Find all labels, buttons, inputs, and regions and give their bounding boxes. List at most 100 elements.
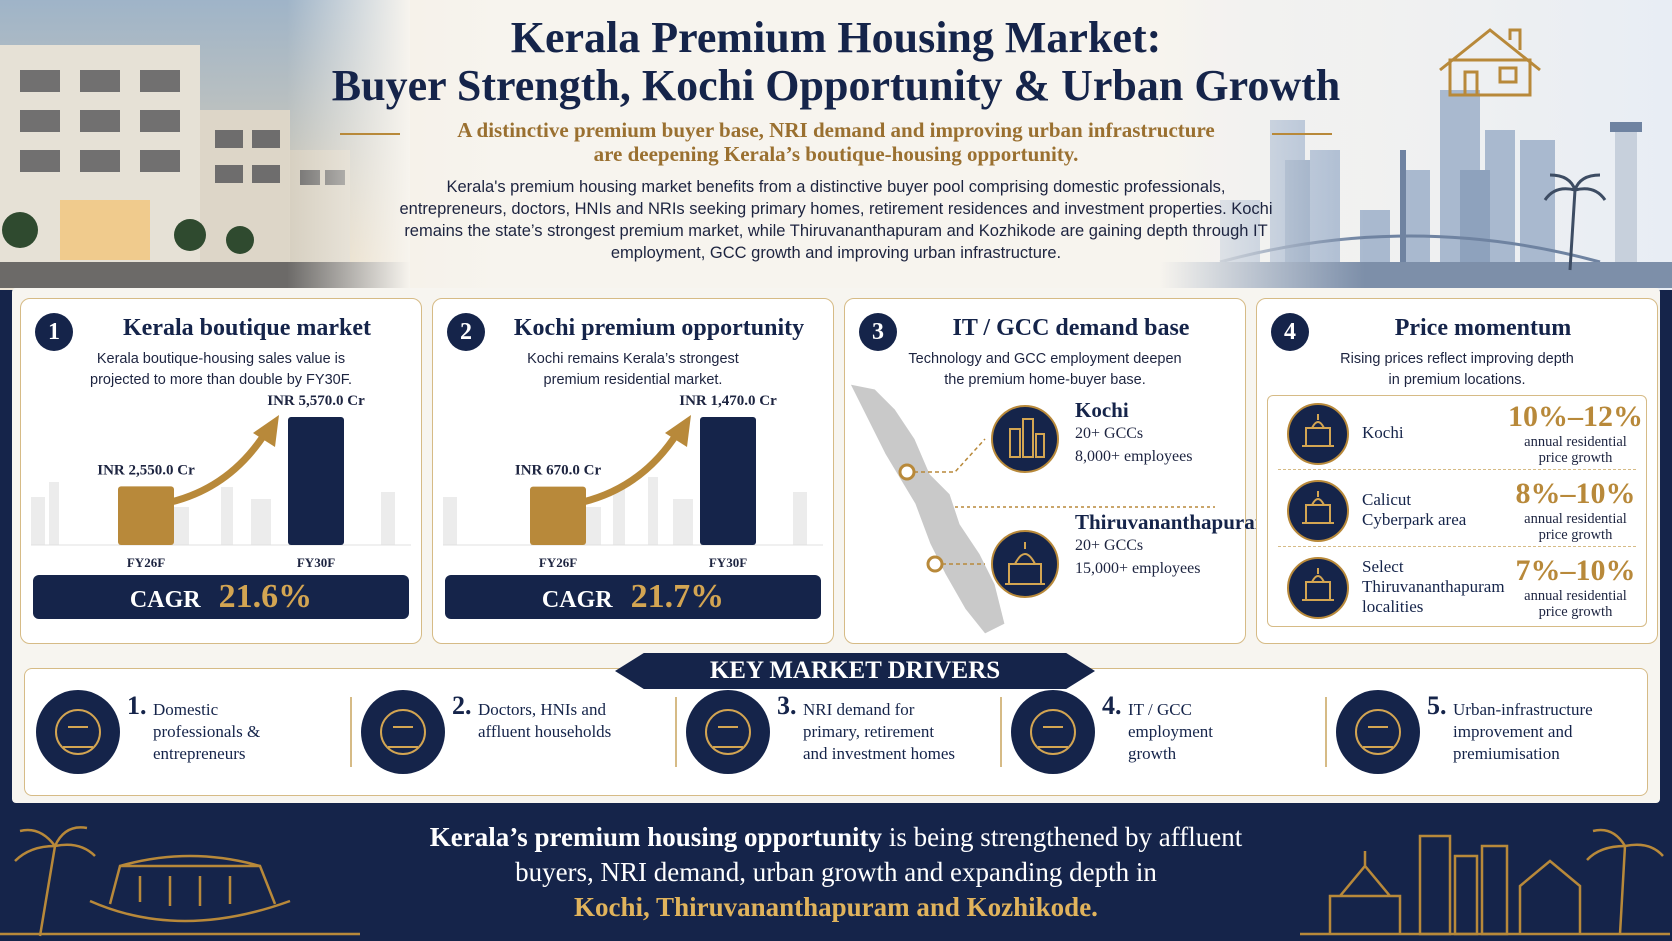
icon-circle — [1287, 480, 1349, 542]
drivers-title: KEY MARKET DRIVERS — [615, 653, 1095, 689]
location-name: Calicut Cyberpark area — [1362, 490, 1492, 530]
growth-arrow — [170, 430, 269, 506]
growth-range: 7%–10% — [1515, 554, 1636, 587]
icon-circle — [1287, 403, 1349, 465]
text-line: are deepening Kerala’s boutique-housing … — [593, 142, 1079, 166]
metric-label: CAGR — [541, 587, 613, 613]
value-label: INR 2,550.0 Cr — [97, 462, 195, 478]
category-label: FY26F — [127, 555, 165, 570]
panel-title: Price momentum — [1394, 315, 1572, 341]
driver-text: Urban-infrastructure improvement and premi… — [1453, 699, 1643, 765]
arrow-head — [253, 415, 279, 447]
footer-body: is being strengthened by affluent buyers… — [515, 822, 1243, 887]
driver-icon — [361, 690, 445, 774]
panel: 4 Price momentum Rising prices reflect i… — [1256, 298, 1658, 644]
icon-glyph — [1302, 491, 1334, 524]
panel-number: 3 — [859, 313, 897, 351]
icon-glyph — [1363, 726, 1393, 748]
price-row: Kochi 10%–12% annual residential price grow… — [1278, 396, 1643, 470]
building-illustration — [0, 0, 410, 288]
driver-divider — [675, 697, 677, 767]
text-line: primary, retirement — [803, 722, 935, 741]
panel-text: Technology and GCC employment deepen the … — [855, 349, 1235, 391]
metric-box: CAGR 21.6% — [33, 575, 409, 619]
panel-number: 4 — [1271, 313, 1309, 351]
price-row: Calicut Cyberpark area 8%–10% annual reside… — [1278, 473, 1636, 547]
header: Kerala Premium Housing Market: Buyer Stre… — [0, 0, 1672, 290]
driver-divider — [1325, 697, 1327, 767]
icon-glyph — [1302, 414, 1334, 447]
city: Kochi 20+ GCCs 8,000+ employees — [1075, 399, 1250, 468]
kerala-map — [849, 384, 1215, 635]
text-line: price growth — [1538, 450, 1613, 466]
icon-circle — [1011, 690, 1095, 774]
driver-text: IT / GCC employment growth — [1128, 699, 1318, 765]
panel: 2 Kochi premium opportunity Kochi remain… — [432, 298, 834, 644]
text-line: the premium home-buyer base. — [944, 372, 1146, 388]
driver-divider — [1000, 697, 1002, 767]
text-line: Technology and GCC employment deepen — [908, 351, 1182, 367]
text-line: NRI demand for — [803, 700, 915, 719]
text-line: improvement and — [1453, 722, 1573, 741]
metric-label: CAGR — [129, 587, 201, 613]
location-name: Kochi — [1362, 423, 1492, 443]
text-line: Kerala boutique-housing sales value is — [96, 351, 346, 367]
icon-glyph — [1302, 568, 1334, 601]
growth-range: 8%–10% — [1515, 477, 1636, 510]
intro-text: Kerala's premium housing market benefits… — [399, 178, 1273, 262]
title: Kerala Premium Housing Market: Buyer Stre… — [0, 14, 1672, 110]
text-line: premium residential market. — [543, 372, 723, 388]
city-stats: 20+ GCCs 15,000+ employees — [1075, 534, 1250, 580]
skyline-decoration — [443, 477, 807, 545]
arrow-head — [665, 415, 691, 447]
text-line: annual residential — [1524, 588, 1627, 604]
text-line: growth — [1128, 744, 1177, 763]
bar — [288, 417, 344, 545]
text-line: Rising prices reflect improving depth — [1340, 351, 1574, 367]
skyline-decoration — [31, 482, 395, 545]
panel: 3 IT / GCC demand base Technology and GC… — [844, 298, 1272, 644]
icon-glyph — [63, 726, 93, 748]
panel-text: Rising prices reflect improving depth in … — [1267, 349, 1647, 391]
price-row: Select Thiruvananthapuram localities 7%–10%… — [1278, 550, 1636, 624]
icon-ring — [55, 709, 101, 755]
text-line: Select — [1362, 557, 1404, 576]
text-line: Cyberpark area — [1362, 510, 1467, 529]
icon-ring — [1355, 709, 1401, 755]
icon-circle — [1287, 557, 1349, 619]
subtitle-rule — [340, 133, 1332, 135]
location-icon — [1287, 403, 1349, 465]
drivers: KEY MARKET DRIVERS 1. Domestic professiona… — [24, 653, 1648, 796]
icon-glyph — [1038, 726, 1068, 748]
driver: 1. Domestic professionals & entrepreneurs — [25, 687, 350, 787]
panel-text: Kerala boutique-housing sales value is pr… — [31, 349, 411, 391]
footer-bold: Kerala’s premium housing opportunity — [429, 822, 883, 852]
backwater-illustration — [0, 826, 360, 937]
text-line: projected to more than double by FY30F. — [90, 372, 352, 388]
driver-number: 2. — [452, 691, 472, 720]
footer: Kerala’s premium housing opportunity is … — [0, 806, 1672, 941]
icon-circle — [361, 690, 445, 774]
text-line: A distinctive premium buyer base, NRI de… — [457, 118, 1215, 142]
text-line: premiumisation — [1453, 744, 1560, 763]
driver: 2. Doctors, HNIs and affluent households — [350, 687, 675, 787]
text-line: Kochi — [1362, 423, 1404, 442]
category-label: FY26F — [539, 555, 577, 570]
text-line: localities — [1362, 597, 1424, 616]
text-line: in premium locations. — [1388, 372, 1526, 388]
city-illustration — [1300, 828, 1670, 936]
icon-circle — [686, 690, 770, 774]
text-line: Domestic — [153, 700, 219, 719]
location-icon — [1287, 480, 1349, 542]
text-line: Doctors, HNIs and — [478, 700, 606, 719]
icon-glyph — [388, 726, 418, 748]
text-line: Urban-infrastructure — [1453, 700, 1593, 719]
growth-desc: annual residential price growth — [1498, 434, 1653, 466]
category-label: FY30F — [297, 555, 335, 570]
value-label: INR 1,470.0 Cr — [679, 393, 777, 409]
panel-title: IT / GCC demand base — [952, 315, 1190, 341]
city-name: Thiruvananthapuram — [1075, 510, 1273, 534]
location-name: Select Thiruvananthapuram localities — [1362, 557, 1505, 617]
